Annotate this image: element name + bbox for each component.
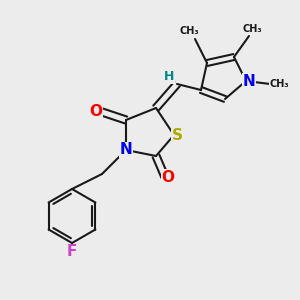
Text: N: N xyxy=(243,74,255,88)
Text: S: S xyxy=(172,128,182,142)
Text: O: O xyxy=(161,169,175,184)
Text: CH₃: CH₃ xyxy=(269,79,289,89)
Text: O: O xyxy=(89,103,103,118)
Text: N: N xyxy=(120,142,132,158)
Text: H: H xyxy=(164,70,175,83)
Text: F: F xyxy=(67,244,77,260)
Text: CH₃: CH₃ xyxy=(242,23,262,34)
Text: CH₃: CH₃ xyxy=(179,26,199,37)
